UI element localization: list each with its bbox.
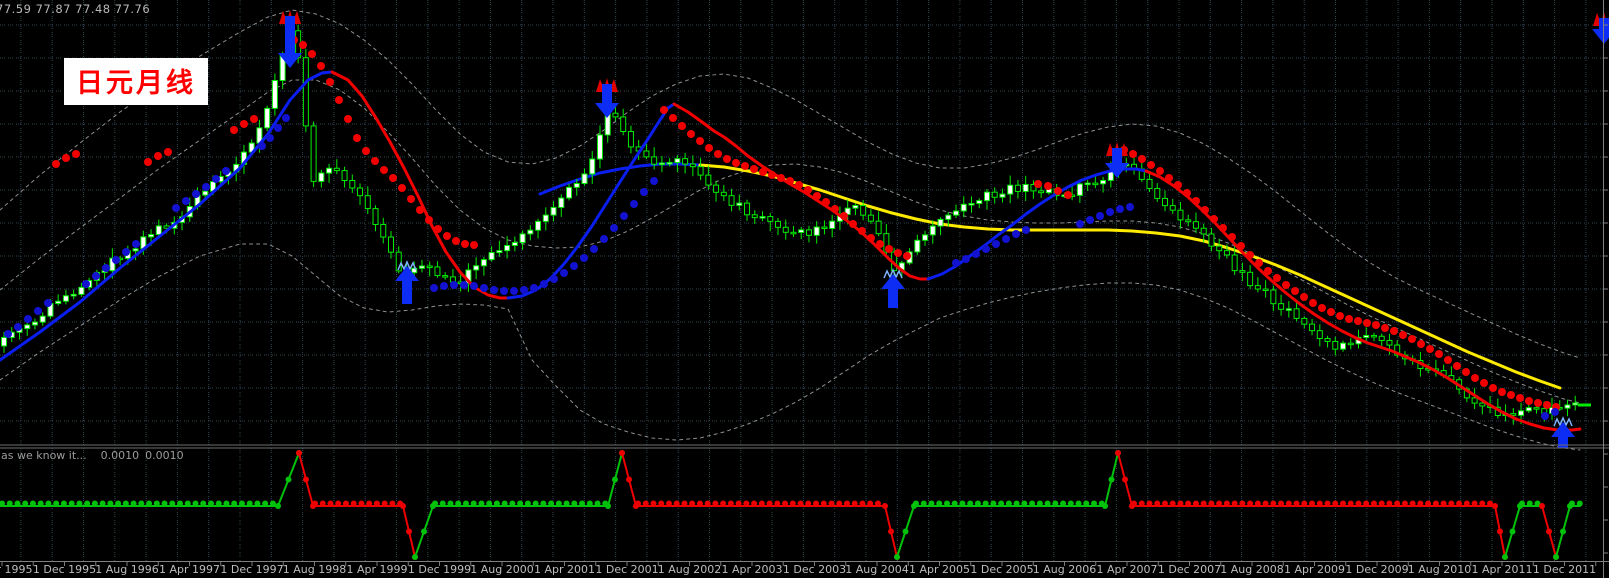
x-axis-label: 1 Aug 2006 (1032, 563, 1097, 576)
x-axis-label: 1 Apr 1995 (0, 563, 33, 576)
x-axis-label: 1 Dec 2005 (970, 563, 1034, 576)
sell-arrow-icon (278, 16, 302, 68)
signal-indicator-line (0, 450, 1583, 560)
slow-trend-line (538, 162, 1562, 390)
sell-arrow-icon (1105, 148, 1129, 178)
x-axis-label: 1 Dec 1997 (220, 563, 284, 576)
x-axis-label: 1 Aug 2010 (1407, 563, 1472, 576)
buy-arrow-decor-icon (883, 268, 903, 279)
x-axis-label: 1 Apr 2003 (721, 563, 783, 576)
x-axis-label: 1 Apr 1999 (346, 563, 408, 576)
buy-arrow-icon (1551, 422, 1575, 448)
x-axis-label: 1 Dec 2007 (1157, 563, 1222, 576)
signal-arrows[interactable] (278, 10, 1609, 448)
indicator-name: as we know it... (1, 449, 87, 462)
indicator-value-1: 0.0010 (100, 449, 140, 462)
x-axis-label: 1 Apr 1997 (158, 563, 221, 576)
buy-arrow-icon (395, 266, 419, 304)
buy-arrow-decor-icon (1553, 416, 1573, 427)
sar-dots (4, 36, 1560, 420)
x-axis-label: 1 Dec 2001 (595, 563, 659, 576)
chart-title-label: 日元月线 (76, 68, 196, 99)
x-axis-label: 1 Apr 2001 (533, 563, 596, 576)
x-axis-label: 1 Dec 1995 (32, 563, 97, 576)
x-axis-label: 1 Dec 1999 (407, 563, 472, 576)
x-axis-label: 1 Dec 2011 (1532, 563, 1597, 576)
x-axis-label: 1 Aug 1996 (95, 563, 159, 576)
bollinger-bands (0, 9, 1581, 451)
buy-arrow-decor-icon (397, 260, 417, 271)
x-axis-label: 1 Dec 2009 (1345, 563, 1409, 576)
last-price-marker (1578, 403, 1591, 407)
x-axis-label: 1 Dec 2003 (782, 563, 847, 576)
chart-title-box[interactable]: 日元月线 (64, 58, 208, 105)
indicator-label: as we know it... 0.0010 0.0010 (1, 449, 184, 462)
x-axis-label: 1 Aug 2008 (1220, 563, 1284, 576)
ohlc-quote: 77.59 77.87 77.48 77.76 (0, 2, 151, 16)
buy-arrow-icon (881, 274, 905, 308)
x-axis-label: 1 Apr 2011 (1471, 563, 1533, 576)
x-axis-label: 1 Aug 2004 (845, 563, 909, 576)
x-axis-label: 1 Apr 2007 (1096, 563, 1158, 576)
indicator-value-2: 0.0010 (145, 449, 184, 462)
x-axis-label: 1 Aug 2002 (657, 563, 722, 576)
candles (1, 24, 1579, 425)
fast-trend-line (0, 70, 1582, 432)
x-axis-label: 1 Aug 1998 (282, 563, 347, 576)
grid (0, 0, 1603, 561)
x-axis-label: 1 Apr 2005 (908, 563, 971, 576)
x-axis-label: 1 Apr 2009 (1283, 563, 1346, 576)
x-axis-label: 1 Aug 2000 (470, 563, 534, 576)
sell-arrow-icon (595, 84, 619, 118)
